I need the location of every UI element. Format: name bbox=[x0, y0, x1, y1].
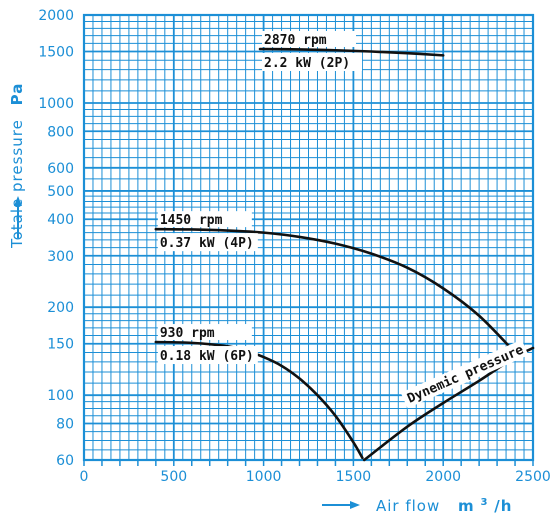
curve-930rpm-power-bg bbox=[157, 346, 258, 365]
x-axis-unit-base: m bbox=[458, 497, 475, 515]
y-tick-label: 400 bbox=[47, 212, 74, 228]
curve-1450rpm-power-label: 0.37 kW (4P) bbox=[160, 236, 254, 251]
curve-930rpm-rpm-bg bbox=[157, 324, 252, 341]
svg-text:Air flow m 3: Air flow m 3 /h bbox=[376, 491, 512, 515]
plot-frame bbox=[82, 13, 535, 462]
svg-text:Totale pressure Pa: Totale pressure Pa bbox=[8, 83, 26, 249]
x-axis-title: Air flow m 3 /h bbox=[322, 491, 512, 515]
curve-1450rpm-power-bg bbox=[157, 233, 258, 252]
y-axis-label: Totale pressure bbox=[8, 119, 26, 249]
y-tick-label: 600 bbox=[47, 161, 74, 177]
y-tick-label: 60 bbox=[56, 453, 74, 469]
y-tick-label: 1500 bbox=[38, 45, 74, 61]
curve-2870rpm-rpm-label: 2870 rpm bbox=[264, 33, 327, 48]
x-tick-labels: 0 500 1000 1500 2000 2500 bbox=[80, 460, 550, 485]
x-tick-label: 2000 bbox=[425, 469, 461, 485]
dynamic-pressure-label-group: Dynemic pressure bbox=[400, 339, 529, 409]
y-axis-title: Totale pressure Pa bbox=[8, 83, 26, 249]
y-axis-unit: Pa bbox=[8, 83, 26, 106]
curve-2870rpm-power-label: 2.2 kW (2P) bbox=[264, 56, 350, 71]
curve-labels: 2870 rpm 2.2 kW (2P) 1450 rpm 0.37 kW (4P) 9… bbox=[157, 30, 529, 409]
y-tick-label: 2000 bbox=[38, 8, 74, 24]
curve-930rpm-power-label: 0.18 kW (6P) bbox=[160, 349, 254, 364]
y-tick-label: 80 bbox=[56, 416, 74, 432]
x-axis-label: Air flow bbox=[376, 497, 440, 515]
curve-930rpm-rpm-label: 930 rpm bbox=[160, 326, 215, 341]
curve-1450rpm bbox=[154, 227, 517, 354]
y-tick-label: 100 bbox=[47, 388, 74, 404]
curve-2870rpm-rpm-bg bbox=[262, 30, 357, 47]
x-axis-unit-sup: 3 bbox=[480, 497, 488, 508]
x-tick-label: 1500 bbox=[336, 469, 372, 485]
y-tick-label: 150 bbox=[47, 337, 74, 353]
y-tick-label: 1000 bbox=[38, 96, 74, 112]
x-tick-label: 0 bbox=[80, 469, 89, 485]
dynamic-pressure-bg bbox=[400, 339, 529, 409]
y-tick-labels: 60 80 100 150 200 300 400 500 600 800 1000 1500 2000 bbox=[38, 8, 74, 469]
x-tick-label: 2500 bbox=[515, 469, 550, 485]
y-tick-label: 200 bbox=[47, 300, 74, 316]
curve-1450rpm-rpm-bg bbox=[157, 211, 252, 228]
curve-930rpm bbox=[154, 340, 364, 460]
y-tick-label: 800 bbox=[47, 124, 74, 140]
y-tick-label: 500 bbox=[47, 184, 74, 200]
x-axis-unit-tail: /h bbox=[494, 497, 512, 515]
x-axis-arrow-icon bbox=[322, 501, 360, 509]
y-tick-label: 300 bbox=[47, 249, 74, 265]
x-tick-label: 500 bbox=[160, 469, 187, 485]
curve-2870rpm bbox=[258, 47, 445, 57]
curve-2870rpm-power-bg bbox=[262, 52, 363, 71]
y-axis-arrow-icon bbox=[14, 196, 22, 238]
curve-1450rpm-rpm-label: 1450 rpm bbox=[160, 213, 223, 228]
x-tick-label: 1000 bbox=[246, 469, 282, 485]
